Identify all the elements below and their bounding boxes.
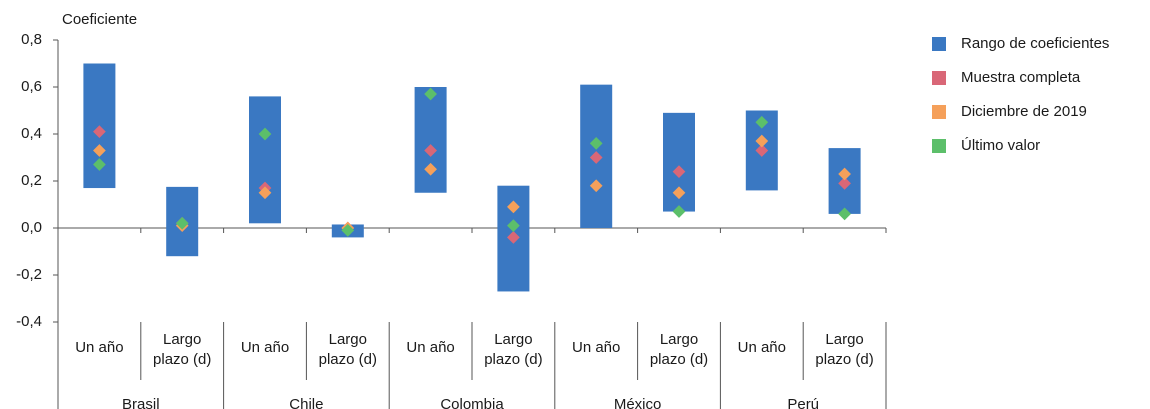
legend-swatch (932, 139, 946, 153)
x-tick-label: Un año (75, 339, 123, 356)
x-tick-label: Un año (572, 339, 620, 356)
x-tick-label: plazo (d) (153, 351, 211, 368)
group-label: México (614, 396, 662, 409)
x-tick-label: Largo (825, 331, 863, 348)
legend-label: Último valor (961, 137, 1040, 154)
y-tick-label: 0,2 (21, 172, 42, 189)
y-tick-label: -0,2 (16, 266, 42, 283)
diamond-marker (175, 216, 189, 230)
diamond-marker (258, 127, 272, 141)
diamond-marker (424, 144, 437, 157)
x-tick-label: plazo (d) (815, 351, 873, 368)
y-axis-label: Coeficiente (62, 11, 137, 28)
legend-label: Diciembre de 2019 (961, 103, 1087, 120)
x-tick-label: plazo (d) (484, 351, 542, 368)
x-tick-label: plazo (d) (650, 351, 708, 368)
y-tick-label: 0,4 (21, 125, 42, 142)
y-tick-label: 0,6 (21, 78, 42, 95)
group-label: Brasil (122, 396, 160, 409)
x-tick-label: Largo (163, 331, 201, 348)
diamond-marker (341, 223, 355, 237)
diamond-marker (93, 144, 106, 157)
diamond-marker (93, 158, 106, 171)
x-tick-label: plazo (d) (319, 351, 377, 368)
legend-label: Muestra completa (961, 69, 1081, 86)
y-tick-label: 0,8 (21, 31, 42, 48)
diamond-marker (258, 186, 272, 200)
legend-swatch (932, 71, 946, 85)
legend-label: Rango de coeficientes (961, 35, 1109, 52)
y-tick-label: 0,0 (21, 219, 42, 236)
diamond-marker (424, 87, 437, 101)
x-tick-label: Un año (738, 339, 786, 356)
diamond-marker (424, 162, 437, 176)
y-tick-label: -0,4 (16, 313, 42, 330)
diamond-marker (507, 200, 520, 214)
x-tick-label: Largo (494, 331, 532, 348)
x-tick-label: Un año (241, 339, 289, 356)
group-label: Perú (787, 396, 819, 409)
group-label: Chile (289, 396, 323, 409)
legend-swatch (932, 105, 946, 119)
range-bar (414, 87, 447, 193)
x-tick-label: Largo (660, 331, 698, 348)
diamond-marker (507, 219, 520, 233)
x-tick-label: Un año (406, 339, 454, 356)
group-label: Colombia (440, 396, 504, 409)
x-tick-label: Largo (329, 331, 367, 348)
legend-swatch (932, 37, 946, 51)
diamond-marker (507, 231, 520, 244)
range-bar (249, 96, 281, 224)
